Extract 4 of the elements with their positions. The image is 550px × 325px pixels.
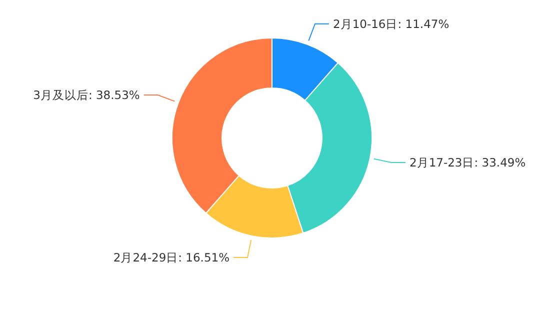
slice-label: 3月及以后: 38.53%: [33, 88, 140, 102]
slice-label: 2月24-29日: 16.51%: [113, 250, 230, 265]
slice-label: 2月10-16日: 11.47%: [333, 16, 450, 31]
slice-label: 2月17-23日: 33.49%: [410, 156, 526, 170]
